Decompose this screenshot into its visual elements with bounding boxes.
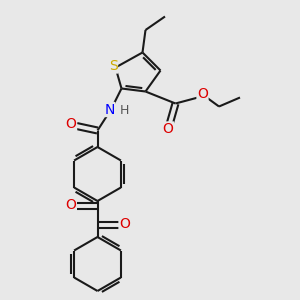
Text: O: O bbox=[197, 88, 208, 101]
Text: N: N bbox=[104, 103, 115, 116]
Text: O: O bbox=[119, 218, 130, 231]
Text: S: S bbox=[109, 59, 118, 73]
Text: O: O bbox=[163, 122, 173, 136]
Text: O: O bbox=[65, 198, 76, 212]
Text: O: O bbox=[66, 118, 76, 131]
Text: H: H bbox=[120, 104, 129, 118]
